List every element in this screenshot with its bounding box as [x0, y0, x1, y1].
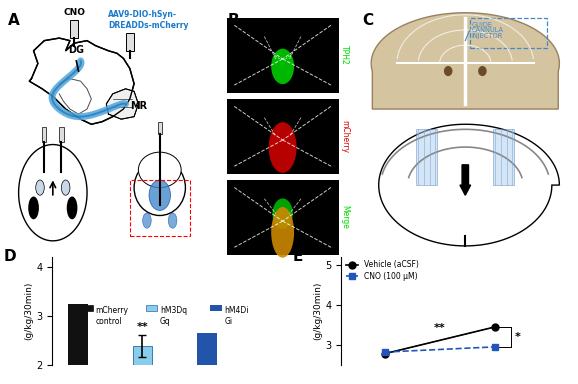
- Text: TPH2: TPH2: [340, 45, 349, 65]
- Y-axis label: (g/kg/30min): (g/kg/30min): [313, 282, 323, 340]
- Text: Merge: Merge: [340, 205, 349, 229]
- Circle shape: [444, 66, 453, 76]
- Ellipse shape: [269, 122, 297, 173]
- Bar: [197, 333, 217, 384]
- Text: C: C: [362, 13, 374, 28]
- Bar: [493, 129, 514, 185]
- Bar: [146, 305, 157, 311]
- Legend: Vehicle (aCSF), CNO (100 μM): Vehicle (aCSF), CNO (100 μM): [345, 259, 420, 282]
- Ellipse shape: [138, 152, 181, 188]
- Bar: [42, 127, 46, 142]
- Bar: [158, 122, 162, 134]
- Text: hM3Dq
Gq: hM3Dq Gq: [160, 306, 187, 326]
- Text: CANNULA: CANNULA: [472, 27, 503, 33]
- Text: mCherry
control: mCherry control: [95, 306, 128, 326]
- Y-axis label: (g/kg/30min): (g/kg/30min): [24, 282, 34, 340]
- Bar: [210, 305, 222, 311]
- Polygon shape: [18, 144, 87, 241]
- Polygon shape: [106, 89, 138, 119]
- Bar: [70, 20, 79, 38]
- Text: D: D: [3, 249, 16, 264]
- Text: E: E: [292, 249, 303, 264]
- Text: DG: DG: [68, 45, 84, 55]
- Ellipse shape: [271, 49, 294, 84]
- Bar: [125, 33, 134, 51]
- Bar: [416, 129, 438, 185]
- Polygon shape: [379, 124, 560, 246]
- Bar: [227, 180, 339, 255]
- Text: mCherry: mCherry: [340, 120, 349, 153]
- Polygon shape: [371, 13, 560, 109]
- Ellipse shape: [143, 213, 151, 228]
- Text: INJECTOR: INJECTOR: [472, 33, 503, 39]
- Ellipse shape: [61, 180, 70, 195]
- CNO (100 μM): [491, 344, 498, 349]
- Ellipse shape: [66, 197, 77, 219]
- Ellipse shape: [271, 207, 294, 258]
- Line: CNO (100 μM): CNO (100 μM): [381, 343, 498, 356]
- Line: Vehicle (aCSF): Vehicle (aCSF): [381, 323, 498, 357]
- Ellipse shape: [134, 160, 186, 215]
- Bar: [227, 18, 339, 93]
- Bar: [60, 127, 64, 142]
- Text: CNO: CNO: [63, 8, 85, 17]
- Ellipse shape: [28, 197, 39, 219]
- Circle shape: [478, 66, 487, 76]
- Bar: [469, 18, 547, 48]
- Text: **: **: [434, 323, 446, 333]
- Text: B: B: [228, 13, 240, 28]
- Text: MR: MR: [130, 101, 147, 111]
- Text: AAV9-DIO-hSyn-
DREADDs-mCherry: AAV9-DIO-hSyn- DREADDs-mCherry: [109, 10, 189, 30]
- Bar: [81, 305, 92, 311]
- Ellipse shape: [168, 213, 177, 228]
- Bar: [227, 99, 339, 174]
- Bar: [130, 180, 190, 236]
- Polygon shape: [29, 38, 134, 124]
- Bar: [68, 304, 87, 384]
- CNO (100 μM): [381, 350, 388, 354]
- FancyArrow shape: [460, 165, 470, 195]
- Text: GUIDE: GUIDE: [472, 22, 492, 28]
- Text: **: **: [136, 321, 149, 331]
- Text: hM4Di
Gi: hM4Di Gi: [224, 306, 249, 326]
- Ellipse shape: [149, 180, 171, 210]
- Vehicle (aCSF): [491, 324, 498, 329]
- Vehicle (aCSF): [381, 351, 388, 356]
- Bar: [133, 346, 152, 384]
- Ellipse shape: [272, 199, 293, 229]
- Text: A: A: [8, 13, 20, 28]
- Ellipse shape: [36, 180, 45, 195]
- Text: *: *: [514, 332, 520, 342]
